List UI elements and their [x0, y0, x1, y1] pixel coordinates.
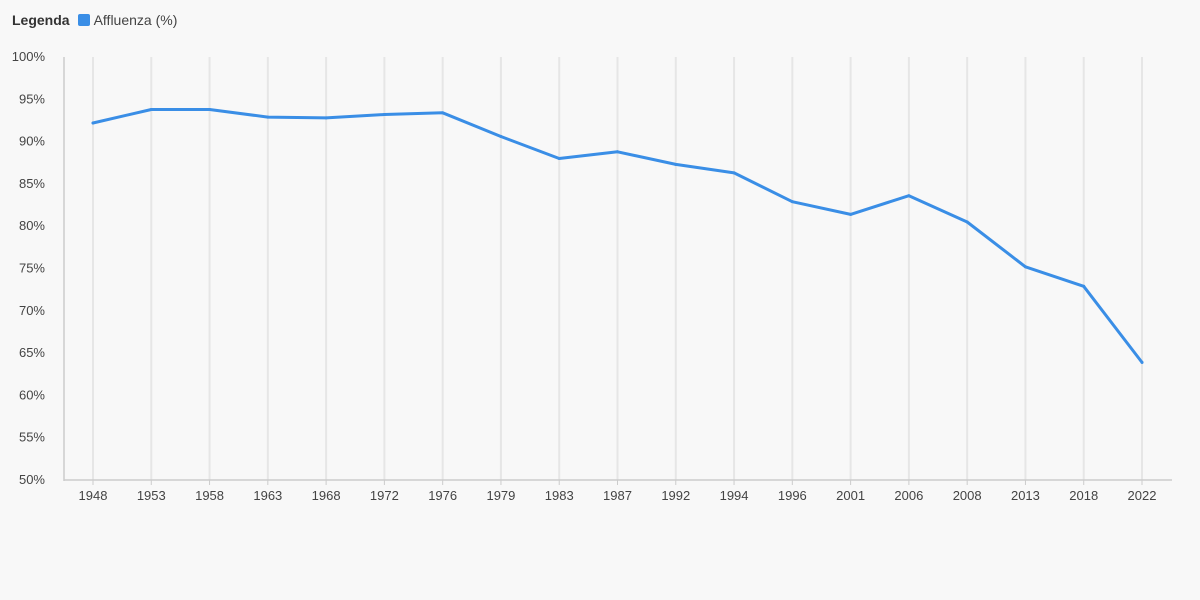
- x-tick-label: 2001: [836, 488, 865, 503]
- x-tick-label: 1994: [720, 488, 749, 503]
- y-tick-labels: 50% 55% 60% 65% 70% 75% 80% 85% 90% 95% 100%: [12, 49, 46, 487]
- data-point[interactable]: [208, 107, 212, 111]
- data-point[interactable]: [324, 116, 328, 120]
- y-tick-label: 100%: [12, 49, 46, 64]
- x-tick-labels: 1948 1953 1958 1963 1968 1972 1976 1979 1983 1987…: [79, 480, 1157, 503]
- y-tick-label: 55%: [19, 430, 45, 445]
- x-tick-label: 1963: [253, 488, 282, 503]
- data-point[interactable]: [674, 162, 678, 166]
- data-point[interactable]: [616, 150, 619, 154]
- x-tick-label: 1948: [79, 488, 108, 503]
- y-tick-label: 85%: [19, 176, 45, 191]
- y-tick-label: 90%: [19, 134, 45, 149]
- data-point[interactable]: [790, 200, 794, 204]
- legend-label: Affluenza (%): [93, 12, 178, 28]
- data-point[interactable]: [499, 135, 503, 139]
- y-tick-label: 50%: [19, 472, 45, 487]
- legend-title: Legenda: [12, 12, 70, 28]
- data-point[interactable]: [1023, 265, 1027, 269]
- x-tick-label: 1976: [428, 488, 457, 503]
- x-tick-label: 2018: [1069, 488, 1098, 503]
- x-tick-label: 1992: [661, 488, 690, 503]
- data-point[interactable]: [732, 171, 736, 175]
- x-tick-label: 1987: [603, 488, 632, 503]
- data-point[interactable]: [849, 212, 853, 216]
- data-point[interactable]: [441, 111, 445, 115]
- data-point[interactable]: [382, 113, 386, 117]
- data-point[interactable]: [266, 115, 270, 119]
- legend-swatch: [77, 14, 90, 26]
- x-tick-label: 2006: [894, 488, 923, 503]
- data-point[interactable]: [149, 107, 153, 111]
- data-point[interactable]: [907, 194, 911, 198]
- x-tick-label: 1953: [137, 488, 166, 503]
- x-tick-label: 1968: [312, 488, 341, 503]
- y-tick-label: 75%: [19, 261, 45, 276]
- y-tick-label: 65%: [19, 345, 45, 360]
- legend: Legenda Affluenza (%): [12, 12, 177, 28]
- y-tick-label: 70%: [19, 303, 45, 318]
- data-point[interactable]: [1082, 284, 1086, 288]
- data-point[interactable]: [1140, 360, 1144, 364]
- data-point[interactable]: [557, 157, 561, 161]
- x-tick-label: 1996: [778, 488, 807, 503]
- x-tick-label: 1979: [486, 488, 515, 503]
- x-tick-label: 1972: [370, 488, 399, 503]
- y-tick-label: 80%: [19, 218, 45, 233]
- x-tick-label: 2008: [953, 488, 982, 503]
- x-tick-label: 1983: [545, 488, 574, 503]
- x-tick-label: 2013: [1011, 488, 1040, 503]
- data-point[interactable]: [965, 220, 969, 224]
- y-tick-label: 95%: [19, 91, 45, 106]
- grid-lines: [92, 57, 1143, 480]
- x-tick-label: 2022: [1128, 488, 1157, 503]
- y-tick-label: 60%: [19, 387, 45, 402]
- series-layer: [91, 107, 1144, 364]
- data-point[interactable]: [91, 121, 95, 125]
- x-tick-label: 1958: [195, 488, 224, 503]
